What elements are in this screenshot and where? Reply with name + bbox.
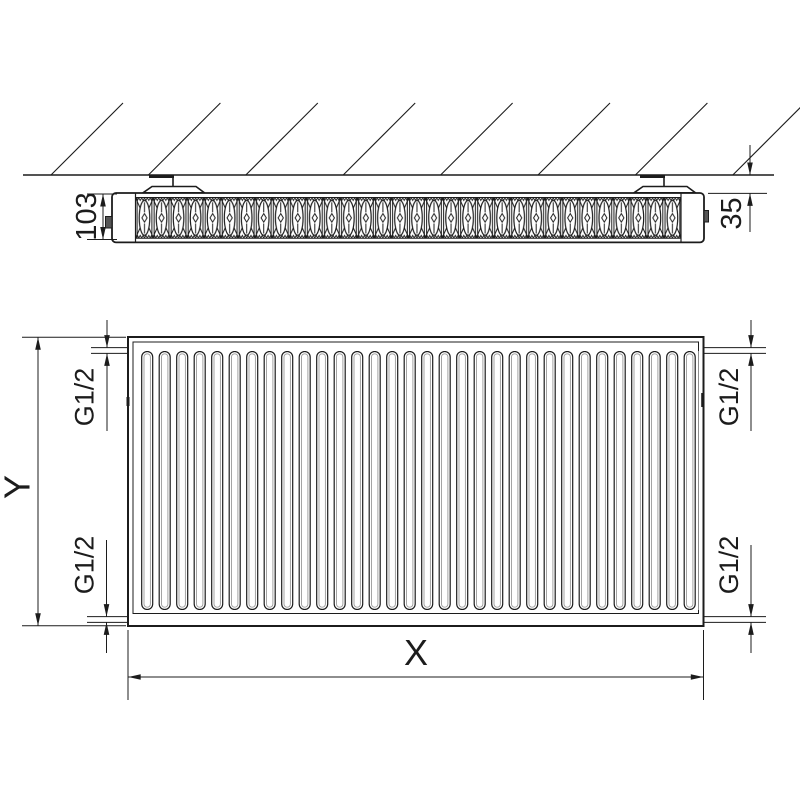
mounting-bracket-right (631, 174, 698, 194)
front-groove-band (138, 351, 699, 610)
dimension-thread-bottom-right: G1/2 (703, 536, 766, 653)
dimension-thread-top-left: G1/2 (69, 320, 128, 431)
dimension-length-x: X (127, 630, 704, 700)
wall-hatching (50, 102, 800, 176)
depth-label: 103 (71, 192, 103, 240)
thread-label-bottom-right: G1/2 (714, 536, 744, 595)
thread-label-bottom-left: G1/2 (69, 536, 99, 595)
radiator-top-view-body (105, 192, 709, 244)
dimension-depth-103: 103 (71, 192, 117, 241)
radiator-front-body (126, 336, 705, 627)
thread-label-top-right: G1/2 (714, 368, 744, 427)
convector-fin-band (136, 197, 681, 238)
dimension-thread-bottom-left: G1/2 (69, 536, 128, 653)
pipe-connection-right (703, 210, 709, 223)
length-axis-label: X (404, 632, 428, 673)
thread-label-top-left: G1/2 (69, 368, 99, 427)
dimension-wall-clearance-35: 35 (708, 145, 767, 232)
dimension-height-y: Y (0, 336, 126, 627)
front-view: G1/2 G1/2 G1/2 (0, 320, 766, 700)
height-axis-label: Y (0, 475, 38, 499)
top-view-section: 103 35 (23, 102, 800, 244)
wall-clearance-label: 35 (716, 197, 748, 229)
mounting-bracket-left (140, 174, 207, 194)
dimension-thread-top-right: G1/2 (703, 320, 766, 431)
pipe-connection-left (105, 216, 113, 229)
